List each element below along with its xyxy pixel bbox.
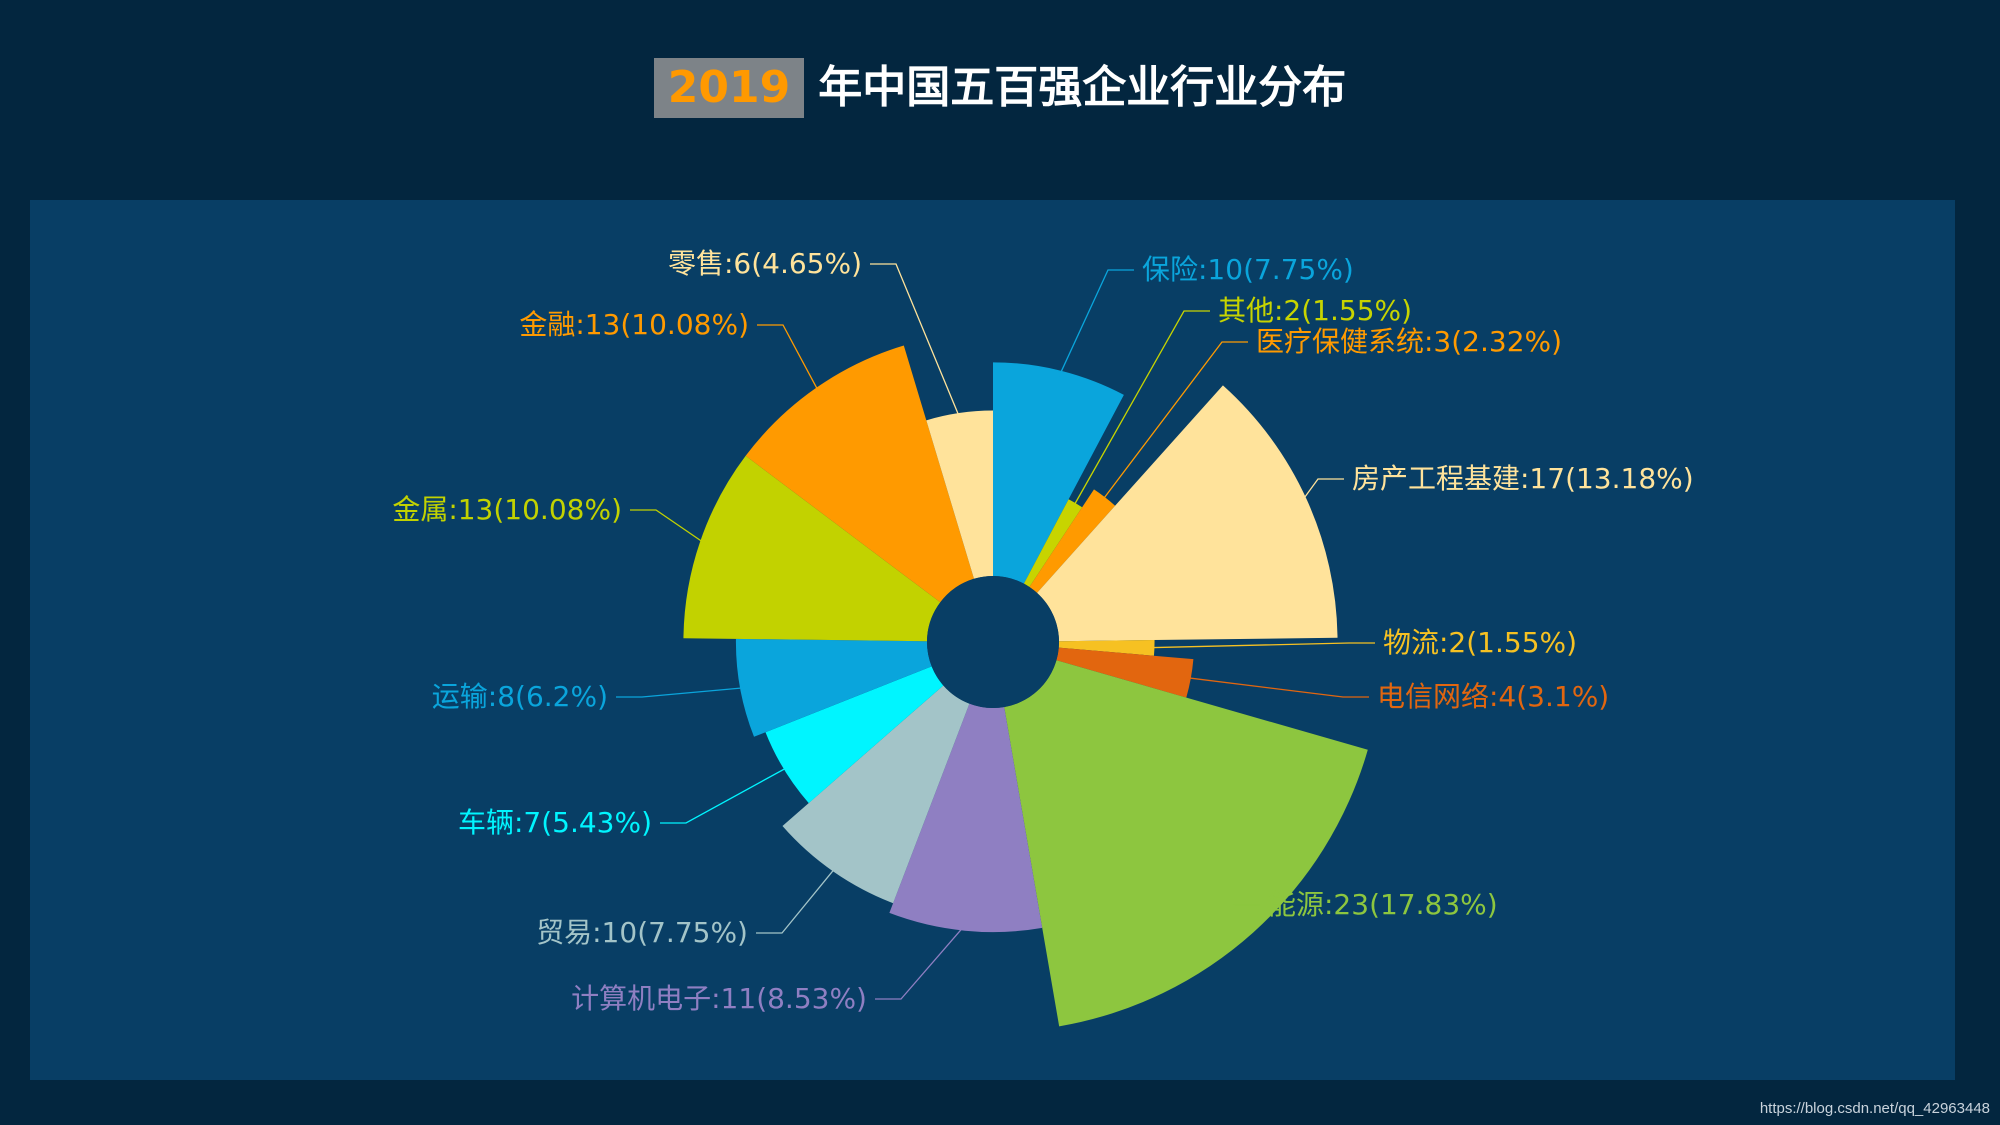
leader-line-能源 xyxy=(1232,904,1260,929)
slice-计算机电子[interactable] xyxy=(889,703,1043,933)
slice-运输[interactable] xyxy=(735,638,932,737)
slice-label-物流: 物流:2(1.55%) xyxy=(1383,626,1577,659)
slice-房产工程基建[interactable] xyxy=(1037,385,1338,642)
watermark: https://blog.csdn.net/qq_42963448 xyxy=(1759,1100,1990,1117)
leader-line-运输 xyxy=(616,686,747,698)
leader-line-电信网络 xyxy=(1184,676,1369,698)
slice-车辆[interactable] xyxy=(765,666,944,804)
leader-line-其他 xyxy=(1071,310,1210,509)
slice-label-金属: 金属:13(10.08%) xyxy=(392,493,622,526)
leader-line-金融 xyxy=(757,324,820,394)
leader-line-房产工程基建 xyxy=(1300,478,1344,503)
slice-label-零售: 零售:6(4.65%) xyxy=(668,247,862,280)
slice-label-运输: 运输:8(6.2%) xyxy=(432,680,608,713)
slice-label-车辆: 车辆:7(5.43%) xyxy=(458,806,652,839)
leader-line-物流 xyxy=(1148,642,1375,649)
leader-line-保险 xyxy=(1058,269,1134,377)
title-year: 2019 xyxy=(653,58,805,118)
slice-label-计算机电子: 计算机电子:11(8.53%) xyxy=(571,982,867,1015)
slice-金融[interactable] xyxy=(745,345,974,603)
slice-零售[interactable] xyxy=(926,410,993,579)
title-text: 年中国五百强企业行业分布 xyxy=(818,62,1347,113)
leader-line-金属 xyxy=(630,509,707,545)
slice-label-金融: 金融:13(10.08%) xyxy=(519,308,749,341)
slice-保险[interactable] xyxy=(993,362,1124,584)
slice-label-能源: 能源:23(17.83%) xyxy=(1268,888,1498,921)
slice-医疗保健系统[interactable] xyxy=(1029,489,1116,593)
slice-label-其他: 其他:2(1.55%) xyxy=(1218,294,1412,327)
slice-label-贸易: 贸易:10(7.75%) xyxy=(536,916,748,949)
leader-line-零售 xyxy=(870,263,961,420)
slice-金属[interactable] xyxy=(683,455,941,642)
center-hole xyxy=(927,576,1059,708)
leader-line-计算机电子 xyxy=(875,924,966,1000)
slice-其他[interactable] xyxy=(1023,499,1083,587)
slice-能源[interactable] xyxy=(1004,660,1368,1027)
chart-title: 2019 年中国五百强企业行业分布 xyxy=(0,58,2000,118)
slice-物流[interactable] xyxy=(1058,640,1155,656)
leader-line-group xyxy=(616,263,1375,1000)
leader-line-车辆 xyxy=(660,765,790,824)
slice-贸易[interactable] xyxy=(782,685,970,904)
slice-label-房产工程基建: 房产工程基建:17(13.18%) xyxy=(1352,462,1694,495)
slice-label-医疗保健系统: 医疗保健系统:3(2.32%) xyxy=(1256,325,1562,358)
slice-group xyxy=(683,345,1368,1027)
leader-line-医疗保健系统 xyxy=(1100,341,1248,503)
slice-label-保险: 保险:10(7.75%) xyxy=(1142,253,1354,286)
label-group: 保险:10(7.75%) 其他:2(1.55%)医疗保健系统:3(2.32%) 房产… xyxy=(392,247,1693,1015)
leader-line-贸易 xyxy=(756,866,838,934)
slice-电信网络[interactable] xyxy=(1056,647,1194,698)
slice-label-电信网络: 电信网络:4(3.1%) xyxy=(1377,680,1609,713)
